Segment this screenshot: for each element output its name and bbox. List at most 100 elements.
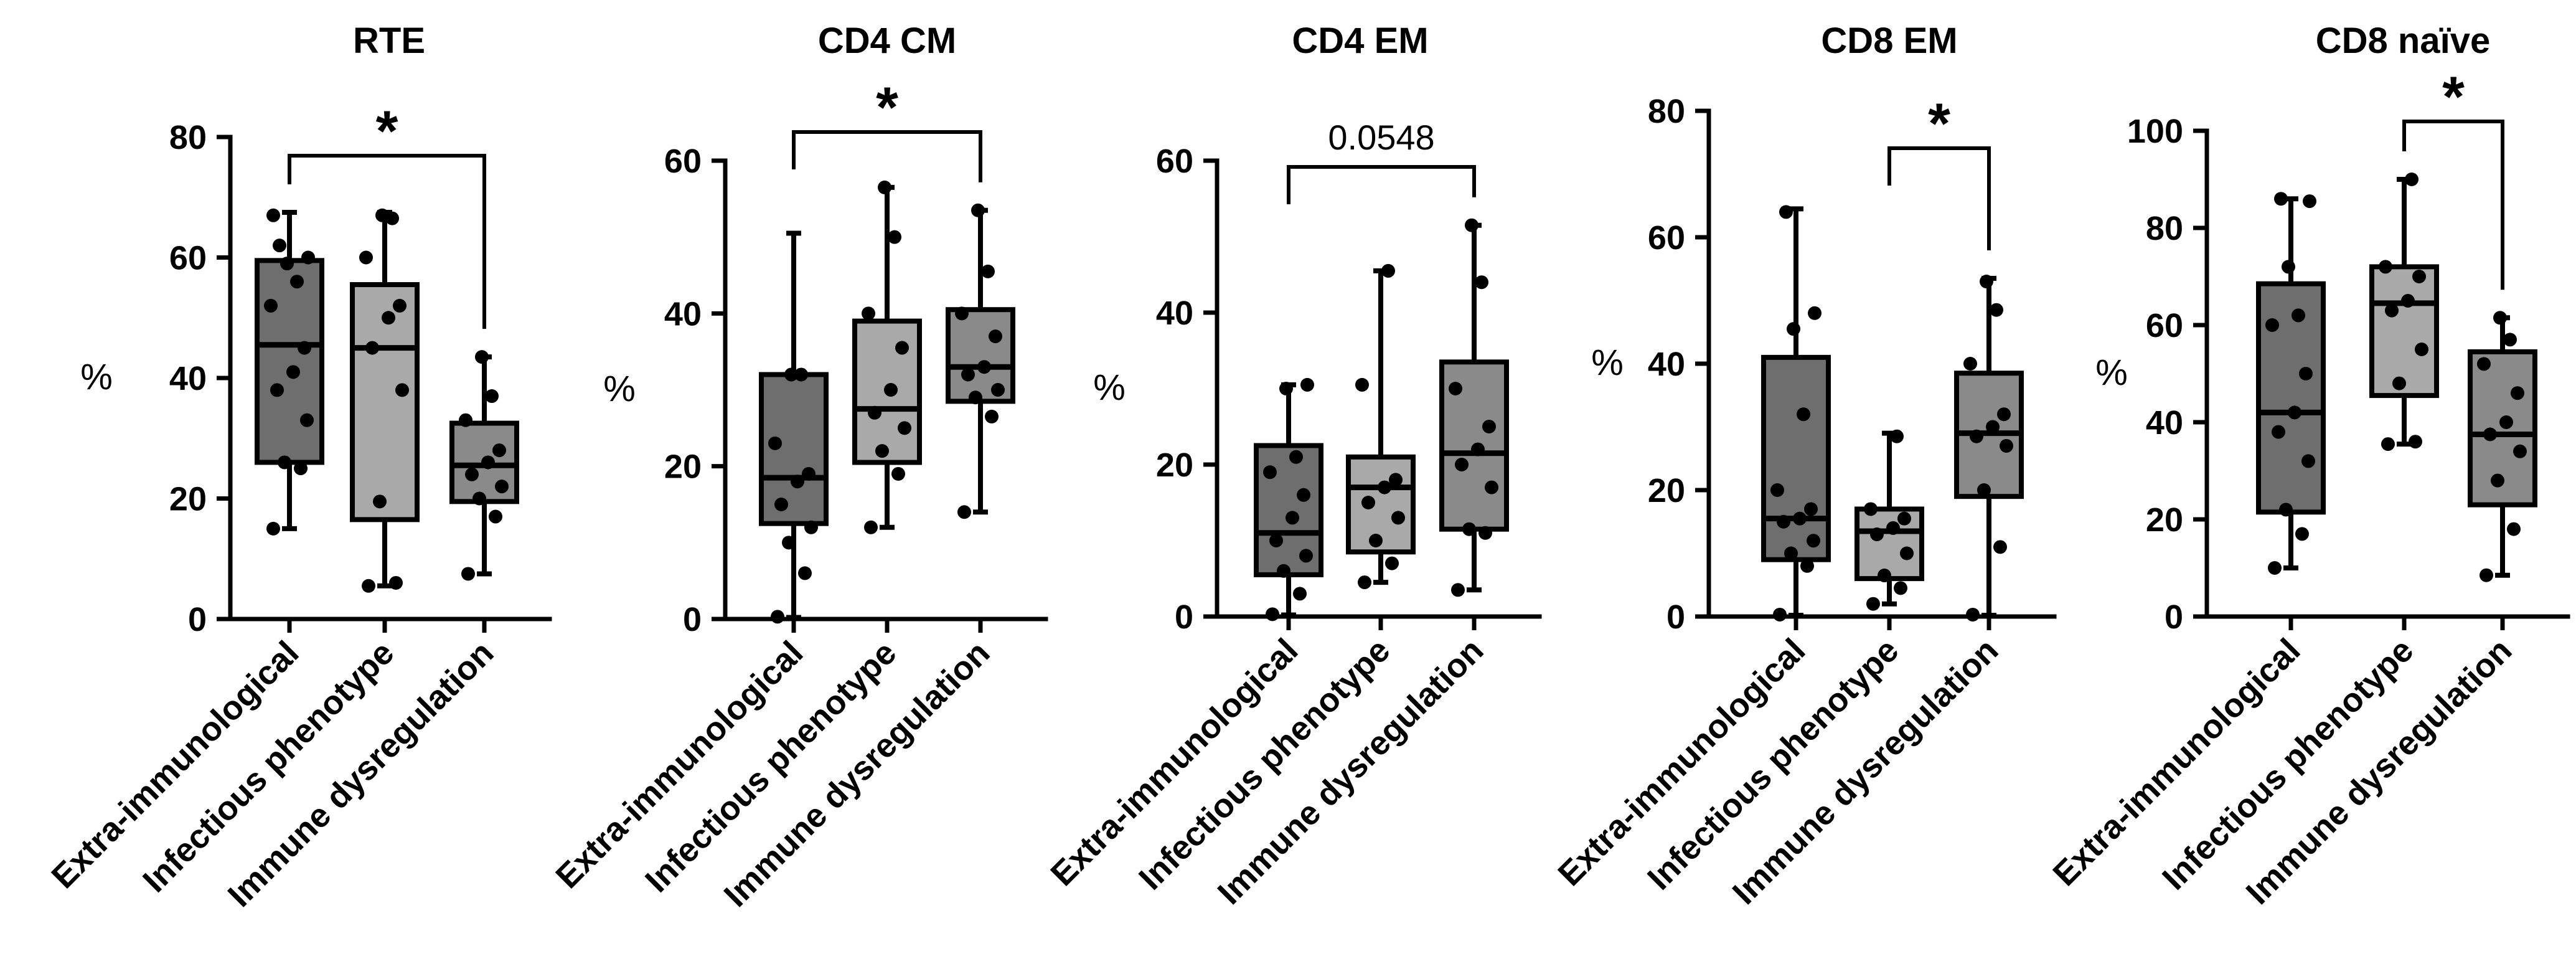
data-point xyxy=(2274,192,2288,206)
data-point xyxy=(2000,438,2013,453)
data-point xyxy=(868,405,881,420)
data-point xyxy=(2295,527,2309,541)
data-point xyxy=(373,494,387,509)
y-tick-label: 60 xyxy=(2146,307,2183,344)
y-tick-label: 20 xyxy=(1156,447,1193,484)
data-point xyxy=(804,520,818,534)
data-point xyxy=(286,365,300,379)
data-point xyxy=(1381,263,1395,278)
data-point xyxy=(2511,386,2524,400)
data-point xyxy=(1297,488,1310,502)
data-point xyxy=(1475,275,1488,290)
y-tick-label: 60 xyxy=(1648,219,1685,257)
data-point xyxy=(278,455,291,470)
box-series-3 xyxy=(1954,275,2024,622)
data-point xyxy=(2415,343,2428,356)
y-tick-label: 0 xyxy=(2165,598,2183,636)
data-point xyxy=(1263,465,1277,480)
data-point xyxy=(1808,306,1822,320)
data-point xyxy=(989,329,1002,344)
significance-label: * xyxy=(2442,65,2465,129)
data-point xyxy=(981,264,995,278)
box-series-2 xyxy=(852,180,922,534)
chart-panel-5: CD8 naïve%020406080100Extra-immunologica… xyxy=(2046,21,2570,912)
data-point xyxy=(459,413,472,427)
data-point xyxy=(2282,260,2295,274)
significance-label: * xyxy=(376,100,398,163)
chart-title: CD4 EM xyxy=(1292,21,1428,61)
data-point xyxy=(862,306,875,321)
data-point xyxy=(794,367,808,382)
box-iqr xyxy=(350,282,420,522)
data-point xyxy=(1289,450,1303,464)
data-point xyxy=(791,475,804,489)
data-point xyxy=(300,413,314,427)
data-point xyxy=(1478,526,1492,540)
y-axis-label: % xyxy=(603,369,636,409)
data-point xyxy=(1286,511,1299,525)
y-axis-label: % xyxy=(80,357,113,397)
significance-bracket xyxy=(288,154,486,329)
data-point xyxy=(1970,429,1983,443)
data-point xyxy=(2288,405,2301,420)
y-axis-label: % xyxy=(1591,343,1624,383)
data-point xyxy=(2299,367,2313,381)
data-point xyxy=(1787,322,1800,336)
data-point xyxy=(1797,407,1810,422)
data-point xyxy=(1385,556,1399,570)
box-series-1 xyxy=(759,230,829,624)
data-point xyxy=(1986,420,2000,434)
data-point xyxy=(389,575,403,590)
data-point xyxy=(969,390,982,405)
data-point xyxy=(395,383,409,397)
y-tick-label: 0 xyxy=(1666,598,1685,636)
significance-bracket xyxy=(1887,146,1991,250)
data-point xyxy=(1770,483,1784,497)
y-tick-label: 40 xyxy=(1648,346,1685,383)
data-point xyxy=(1990,303,2003,317)
y-tick-label: 0 xyxy=(683,601,702,638)
data-point xyxy=(782,536,796,550)
chart-panel-3: CD4 EM%0204060Extra-immunologicalInfecti… xyxy=(1043,21,1542,912)
data-point xyxy=(2381,437,2395,451)
data-point xyxy=(1793,511,1807,526)
box-series-3 xyxy=(1439,218,1509,597)
data-point xyxy=(1777,514,1790,529)
data-point xyxy=(1462,522,1476,536)
data-point xyxy=(2392,376,2406,390)
data-point xyxy=(2301,454,2315,468)
data-point xyxy=(2268,561,2282,575)
data-point xyxy=(1300,377,1314,392)
chart-panel-1: RTE%020406080Extra-immunologicalInfectio… xyxy=(44,21,552,914)
data-point xyxy=(2272,425,2285,439)
data-point xyxy=(492,443,506,458)
data-point xyxy=(784,367,798,382)
significance-label: * xyxy=(876,76,898,139)
y-tick-label: 40 xyxy=(2146,404,2183,442)
data-point xyxy=(888,230,901,244)
data-point xyxy=(957,505,971,519)
y-tick-label: 40 xyxy=(664,295,702,333)
data-point xyxy=(1391,511,1405,525)
y-tick-label: 40 xyxy=(169,360,207,397)
data-point xyxy=(2412,270,2426,283)
data-point xyxy=(1804,502,1818,516)
box-series-1 xyxy=(255,208,324,536)
data-point xyxy=(961,367,975,382)
data-point xyxy=(2513,444,2527,458)
data-point xyxy=(266,208,280,222)
data-point xyxy=(485,389,499,404)
data-point xyxy=(1993,540,2007,554)
y-tick-label: 60 xyxy=(1156,143,1193,180)
data-point xyxy=(2480,568,2493,582)
y-tick-label: 40 xyxy=(1156,295,1193,332)
data-point xyxy=(270,383,284,397)
data-point xyxy=(898,421,911,435)
box-series-2 xyxy=(350,208,420,593)
significance-bracket xyxy=(2402,120,2504,290)
box-series-1 xyxy=(1761,205,1831,622)
data-point xyxy=(1773,607,1787,622)
data-point xyxy=(1897,511,1911,526)
data-point xyxy=(472,491,486,506)
data-point xyxy=(465,467,479,481)
